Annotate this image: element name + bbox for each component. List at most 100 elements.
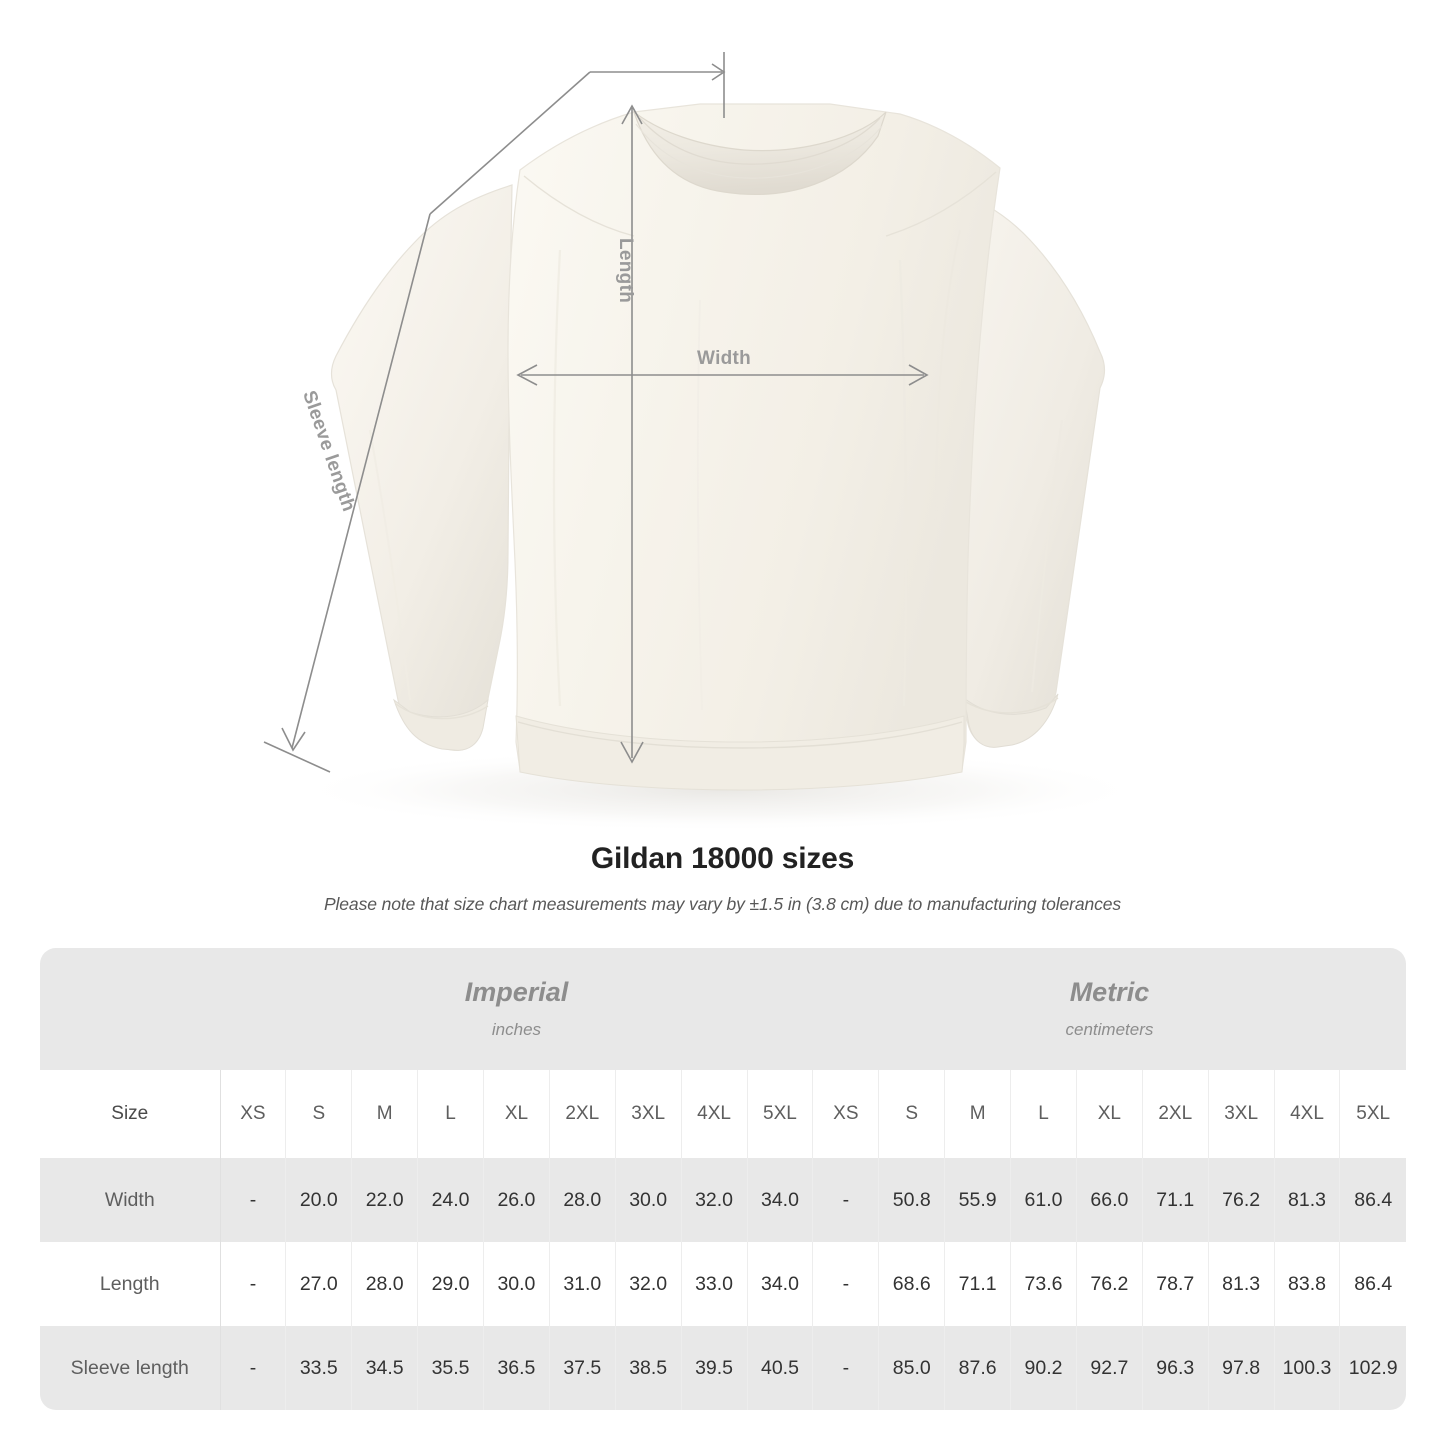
unit-system-unit: inches [491, 1019, 542, 1039]
measurement-cell: 81.3 [1208, 1242, 1275, 1326]
size-header-metric-xl: XL [1076, 1070, 1143, 1158]
size-header-label: Size [40, 1070, 221, 1158]
unit-system-unit: centimeters [1065, 1019, 1154, 1039]
measurement-cell: 35.5 [417, 1326, 484, 1410]
tolerance-note: Please note that size chart measurements… [323, 894, 1122, 914]
measurement-cell: 34.0 [747, 1242, 814, 1326]
page-title: Gildan 18000 sizes [590, 842, 855, 875]
garment-illustration: Length Width Sleeve length [263, 52, 1150, 832]
measurement-cell: 61.0 [1010, 1158, 1077, 1242]
size-header-row: Size XS S M L XL 2XL 3XL 4XL 5XL XS S M L XL 2XL 3XL 4XL 5… [40, 1070, 1406, 1158]
garment-body [507, 103, 1001, 789]
measurement-cell: 71.1 [944, 1242, 1012, 1326]
measurement-cell: 68.6 [878, 1242, 946, 1326]
size-header-metric-m: M [944, 1070, 1012, 1158]
measurement-row-label: Sleeve length [40, 1326, 221, 1410]
table-row: Length -27.0 28.0 29.0 30.0 31.0 32.0 33.0 34.0-… [40, 1242, 1406, 1326]
measurement-cell: 34.5 [351, 1326, 419, 1410]
bottom-hem [515, 715, 965, 791]
measurement-cell: 102.9 [1339, 1326, 1406, 1410]
measurement-lines [263, 52, 929, 773]
measurement-cell: 33.0 [681, 1242, 748, 1326]
measurement-cell: 97.8 [1208, 1326, 1275, 1410]
measurement-cell: 29.0 [417, 1242, 484, 1326]
unit-row-spacer [40, 948, 220, 1070]
size-header-metric-5xl: 5XL [1339, 1070, 1406, 1158]
measurement-cell: - [220, 1242, 287, 1326]
right-cuff [963, 693, 1059, 748]
sleeve-length-right-arrowhead [711, 63, 726, 81]
measurement-cell: 76.2 [1076, 1242, 1143, 1326]
measurement-cell: 96.3 [1142, 1326, 1209, 1410]
measurement-cell: 100.3 [1274, 1326, 1341, 1410]
size-header-imperial-s: S [285, 1070, 353, 1158]
length-bottom-arrowhead [620, 741, 644, 764]
measurement-cell: 50.8 [878, 1158, 946, 1242]
measurement-cell: 28.0 [351, 1242, 419, 1326]
unit-system-imperial: Imperial inches [220, 948, 813, 1070]
width-right-arrowhead [908, 364, 929, 386]
measurement-cell: - [220, 1158, 287, 1242]
measurement-cell: 87.6 [944, 1326, 1012, 1410]
unit-system-header-row: Imperial inches Metric centimeters [40, 948, 1406, 1070]
unit-system-name: Imperial [464, 977, 569, 1008]
measurement-cell: 55.9 [944, 1158, 1012, 1242]
measurement-cell: 31.0 [549, 1242, 616, 1326]
size-header-imperial-xs: XS [220, 1070, 287, 1158]
measurement-cell: - [812, 1158, 880, 1242]
size-header-imperial-4xl: 4XL [681, 1070, 748, 1158]
sleeve-length-bottom-arrowhead [281, 727, 306, 752]
measurement-cell: 86.4 [1339, 1242, 1406, 1326]
size-header-imperial-5xl: 5XL [747, 1070, 814, 1158]
measurement-cell: 39.5 [681, 1326, 748, 1410]
length-top-arrowhead [621, 104, 643, 125]
width-left-arrowhead [516, 364, 538, 386]
measurement-cell: 86.4 [1339, 1158, 1406, 1242]
collar [632, 110, 887, 195]
measurement-cell: 24.0 [417, 1158, 484, 1242]
sleeve-length-bottom-tick [263, 741, 331, 773]
size-header-imperial-m: M [351, 1070, 419, 1158]
measurement-cell: - [812, 1326, 880, 1410]
measurement-cell: 92.7 [1076, 1326, 1143, 1410]
length-measure-label: Length [615, 238, 636, 304]
unit-system-name: Metric [1069, 977, 1150, 1008]
measurement-row-label: Width [40, 1158, 221, 1242]
measurement-cell: 32.0 [615, 1242, 682, 1326]
left-cuff [393, 698, 489, 751]
size-chart-table-wrapper: Imperial inches Metric centimeters Size XS S M L… [40, 948, 1406, 1410]
measurement-cell: 81.3 [1274, 1158, 1341, 1242]
measurement-cell: 38.5 [615, 1326, 682, 1410]
measurement-cell: 30.0 [615, 1158, 682, 1242]
left-sleeve [330, 184, 513, 751]
measurement-cell: 30.0 [483, 1242, 550, 1326]
measurement-cell: 34.0 [747, 1158, 814, 1242]
measurement-cell: - [220, 1326, 287, 1410]
measurement-cell: 76.2 [1208, 1158, 1275, 1242]
measurement-cell: 26.0 [483, 1158, 550, 1242]
size-header-imperial-xl: XL [483, 1070, 550, 1158]
size-header-imperial-2xl: 2XL [549, 1070, 616, 1158]
measurement-cell: 22.0 [351, 1158, 419, 1242]
measurement-cell: 90.2 [1010, 1326, 1077, 1410]
measurement-cell: - [812, 1242, 880, 1326]
sweatshirt-diagram [263, 52, 1150, 832]
size-header-metric-l: L [1010, 1070, 1077, 1158]
sleeve-length-diagonal-upper [429, 71, 591, 215]
measurement-cell: 83.8 [1274, 1242, 1341, 1326]
measurement-cell: 36.5 [483, 1326, 550, 1410]
sleeve-length-diagonal-lower [291, 213, 431, 749]
measurement-cell: 73.6 [1010, 1242, 1077, 1326]
size-chart-table: Imperial inches Metric centimeters Size XS S M L… [40, 948, 1406, 1410]
size-header-imperial-3xl: 3XL [615, 1070, 682, 1158]
measurement-cell: 33.5 [285, 1326, 353, 1410]
table-row: Width -20.0 22.0 24.0 26.0 28.0 30.0 32.0 34.0-5… [40, 1158, 1406, 1242]
size-header-imperial-l: L [417, 1070, 484, 1158]
measurement-row-label: Length [40, 1242, 221, 1326]
size-header-metric-4xl: 4XL [1274, 1070, 1341, 1158]
unit-system-metric: Metric centimeters [812, 948, 1406, 1070]
measurement-cell: 40.5 [747, 1326, 814, 1410]
measurement-cell: 27.0 [285, 1242, 353, 1326]
title-block: Gildan 18000 sizes Please note that size… [0, 842, 1445, 915]
